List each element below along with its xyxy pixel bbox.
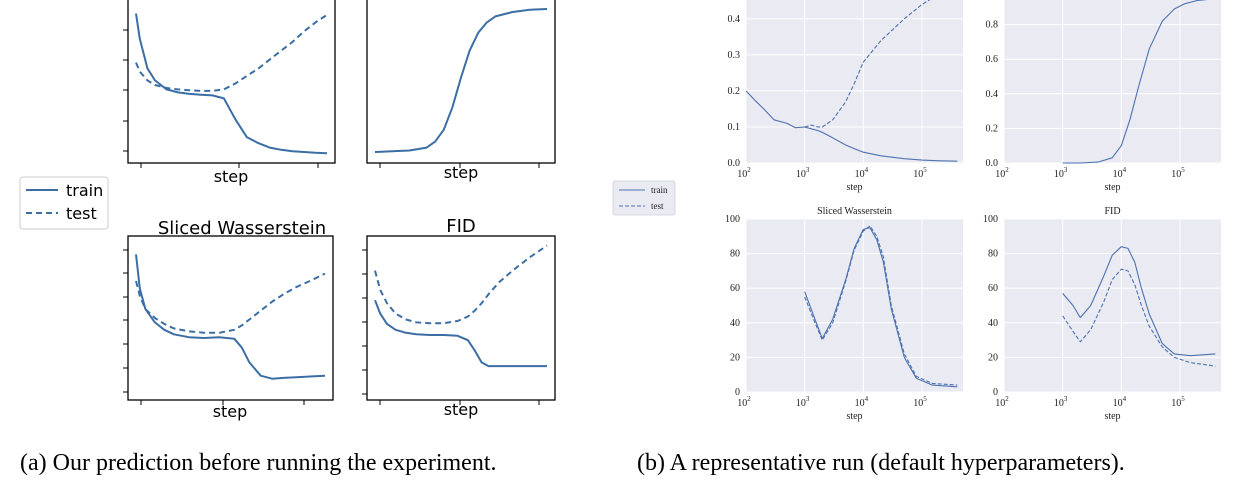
y-tick-label: 60 [988,283,998,294]
series-line-test [374,244,548,325]
series-line-test [804,0,931,128]
plot-area [746,0,963,163]
panel-a-legend: train test [19,176,109,230]
x-tick-label: 103 [796,166,810,180]
y-tick-label: 0 [993,387,998,398]
plot-area [746,219,963,392]
x-tick-label: 104 [1113,395,1127,409]
legend-train-label: train [651,185,668,195]
panel-b-legend: train test [612,180,676,216]
y-tick-label: 40 [730,318,740,329]
series-line-train [1062,246,1216,357]
legend-train-label: train [66,181,103,200]
series-line-train [1062,0,1208,164]
x-axis-label: step [846,182,862,193]
series-line-train [135,13,328,155]
x-tick-label: 102 [995,395,1009,409]
caption-a: (a) Our prediction before running the ex… [20,450,496,476]
y-tick-label: 0.0 [728,158,741,169]
y-tick-label: 0.8 [986,20,999,31]
legend-test-label: test [66,204,97,223]
chart-title: FID [446,216,476,237]
experiment-plot-2: 0.0 0.2 0.4 0.6 0.8 102 103 104 105 step [986,0,1221,193]
series-line-test [1062,268,1216,367]
prediction-plot-3: step Sliced Wasserstein [123,218,334,421]
prediction-plot-1: step [123,0,336,186]
x-tick-label: 103 [796,395,810,409]
chart-title: Sliced Wasserstein [158,218,326,239]
y-tick-label: 100 [725,214,740,225]
y-tick-label: 0.1 [728,122,741,133]
caption-b: (b) A representative run (default hyperp… [637,450,1125,476]
y-tick-label: 20 [730,352,740,363]
plot-frame [127,0,336,164]
x-axis-label: step [213,402,248,421]
y-tick-label: 0.3 [728,50,741,61]
prediction-plot-2: step [366,0,556,182]
charts-layer: step step step Sliced Wasserstein step FID 0.0… [123,0,1221,422]
chart-title: Sliced Wasserstein [817,206,892,217]
series-line-train [374,8,548,153]
y-tick-label: 0.2 [986,123,999,134]
series-line-test [135,14,328,92]
plot-area [1004,219,1221,392]
y-tick-label: 80 [988,249,998,260]
plot-area [1004,0,1221,163]
x-tick-label: 104 [1113,166,1127,180]
y-tick-label: 40 [988,318,998,329]
y-tick-label: 20 [988,352,998,363]
y-tick-label: 0.2 [728,86,741,97]
y-tick-label: 0.4 [728,14,741,25]
y-tick-label: 0.6 [986,54,999,65]
y-tick-label: 80 [730,249,740,260]
prediction-plot-4: step FID [362,216,556,419]
x-tick-label: 103 [1054,166,1068,180]
x-axis-label: step [846,411,862,422]
x-tick-label: 104 [855,166,869,180]
x-tick-label: 102 [737,395,751,409]
plot-frame [366,0,556,164]
x-tick-label: 103 [1054,395,1068,409]
x-axis-label: step [444,400,479,419]
series-line-train [804,227,958,388]
x-tick-label: 105 [1171,395,1185,409]
x-axis-label: step [1104,411,1120,422]
plot-frame [127,235,334,401]
x-tick-label: 102 [737,166,751,180]
x-tick-label: 104 [855,395,869,409]
x-axis-label: step [1104,182,1120,193]
x-tick-label: 105 [913,395,927,409]
series-line-train [374,299,547,368]
y-tick-label: 0.4 [986,89,999,100]
series-line-train [135,254,326,380]
y-tick-label: 100 [983,214,998,225]
y-tick-label: 0 [735,387,740,398]
x-axis-label: step [214,167,249,186]
plot-frame [366,235,556,401]
y-tick-label: 0.0 [986,158,999,169]
y-tick-label: 60 [730,283,740,294]
x-tick-label: 102 [995,166,1009,180]
chart-title: FID [1104,206,1120,217]
x-tick-label: 105 [1171,166,1185,180]
series-line-train [745,90,958,162]
series-line-test [135,272,326,334]
legend-test-label: test [651,201,664,211]
x-tick-label: 105 [913,166,927,180]
experiment-plot-4: 0 20 40 60 80 100 102 103 104 105 step FID [983,206,1221,422]
experiment-plot-3: 0 20 40 60 80 100 102 103 104 105 step Sliced Wasse… [725,206,963,422]
experiment-plot-1: 0.0 0.1 0.2 0.3 0.4 102 103 104 105 step [728,0,963,193]
x-axis-label: step [444,163,479,182]
